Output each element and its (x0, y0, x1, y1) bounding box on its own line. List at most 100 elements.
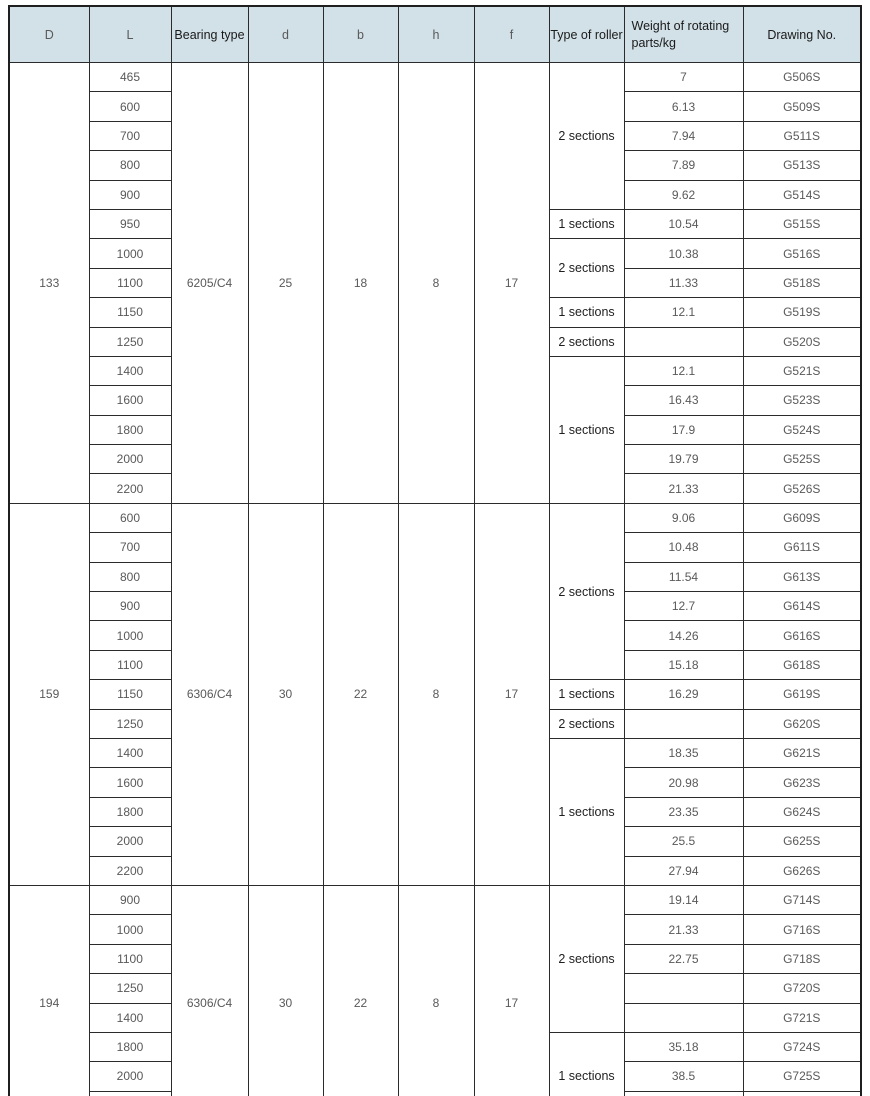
l-cell: 900 (88, 884, 172, 916)
header-cell-bearing-type: Bearing type (170, 5, 249, 63)
l-cell: 900 (88, 179, 172, 210)
weight-cell: 9.62 (623, 179, 744, 210)
drawing-no-cell: G525S (742, 444, 862, 475)
l-cell: 1000 (88, 914, 172, 945)
weight-cell: 7.94 (623, 120, 744, 152)
header-cell-weight: Weight of rotating parts/kg (623, 5, 744, 63)
header-cell-f: f (473, 5, 550, 63)
table-row: 1400 G721S (9, 1002, 862, 1033)
table-row: 1800 17.9 G524S (9, 414, 862, 446)
l-cell: 800 (88, 561, 172, 593)
b-cell: 22 (322, 884, 399, 1096)
l-cell: 1250 (88, 326, 172, 357)
drawing-no-cell: G523S (742, 385, 862, 416)
table-row: 194 900 6306/C4 30 22 8 17 2 sections 19… (8, 884, 862, 1096)
table-row: 1000 2 sections 10.38 G516S (9, 238, 862, 299)
weight-cell: 43 (623, 1090, 744, 1096)
l-cell: 2200 (88, 473, 172, 504)
weight-cell: 11.33 (623, 267, 744, 299)
drawing-no-cell: G506S (742, 61, 862, 93)
header-cell-type-of-roller: Type of roller (548, 5, 625, 63)
table-row: 1800 23.35 G624S (9, 796, 862, 828)
weight-cell: 15.18 (623, 649, 744, 681)
l-cell: 1150 (88, 679, 172, 710)
section-d194: 194 900 6306/C4 30 22 8 17 2 sections 19… (8, 884, 862, 1096)
roller-type-cell: 2 sections (548, 326, 625, 357)
l-cell: 1400 (88, 355, 172, 387)
section-d133: 133 465 6205/C4 25 18 8 17 2 sections 7 … (8, 61, 862, 504)
table-row: 1250 2 sections G520S (9, 326, 862, 357)
drawing-no-cell: G524S (742, 414, 862, 446)
d-value-cell: 194 (8, 884, 90, 1096)
d-cell: 30 (247, 884, 324, 1096)
weight-cell: 21.33 (623, 914, 744, 945)
weight-cell: 17.9 (623, 414, 744, 446)
weight-cell: 7 (623, 61, 744, 93)
weight-cell: 38.5 (623, 1061, 744, 1092)
roller-type-cell: 2 sections (548, 238, 625, 299)
l-cell: 465 (88, 61, 172, 93)
table-row: 1400 1 sections 18.35 G621S (9, 737, 862, 886)
l-cell: 1400 (88, 737, 172, 769)
drawing-no-cell: G514S (742, 179, 862, 210)
l-cell: 1100 (88, 649, 172, 681)
h-cell: 8 (397, 62, 475, 504)
table-row: 1400 1 sections 12.1 G521S (9, 355, 862, 504)
roller-type-cell: 1 sections (548, 679, 625, 710)
l-cell: 600 (88, 91, 172, 122)
drawing-no-cell: G624S (742, 796, 862, 828)
drawing-no-cell: G519S (742, 297, 862, 328)
drawing-no-cell: G718S (742, 943, 862, 975)
weight-cell (623, 708, 744, 739)
drawing-no-cell: G509S (742, 91, 862, 122)
table-row: 2000 38.5 G725S (9, 1061, 862, 1092)
weight-cell: 10.38 (623, 238, 744, 269)
drawing-no-cell: G620S (742, 708, 862, 739)
h-cell: 8 (397, 884, 475, 1096)
roller-type-cell: 1 sections (548, 297, 625, 328)
l-cell: 1800 (88, 1031, 172, 1063)
weight-cell: 18.35 (623, 737, 744, 769)
b-cell: 18 (322, 62, 399, 504)
drawing-no-cell: G619S (742, 679, 862, 710)
roller-type-cell: 1 sections (548, 737, 625, 886)
d-cell: 30 (247, 502, 324, 886)
l-cell: 1250 (88, 973, 172, 1004)
l-cell: 2000 (88, 826, 172, 857)
weight-cell: 14.26 (623, 620, 744, 651)
drawing-no-cell: G518S (742, 267, 862, 299)
drawing-no-cell: G623S (742, 767, 862, 798)
table-row: 159 600 6306/C4 30 22 8 17 2 sections 9.… (8, 502, 862, 886)
header-cell-L: L (88, 5, 172, 63)
header-row: D L Bearing type d b h f Type of roller … (8, 5, 862, 63)
table-row: 800 11.54 G613S (9, 561, 862, 593)
drawing-no-cell: G526S (742, 473, 862, 504)
l-cell: 1800 (88, 796, 172, 828)
roller-type-cell: 2 sections (548, 502, 625, 681)
header-cell-drawing-no: Drawing No. (742, 5, 862, 63)
drawing-no-cell: G516S (742, 238, 862, 269)
table-row: 900 12.7 G614S (9, 591, 862, 622)
weight-cell: 10.54 (623, 208, 744, 240)
weight-cell: 12.1 (623, 297, 744, 328)
drawing-no-cell: G626S (742, 855, 862, 886)
d-value-cell: 133 (8, 62, 90, 504)
drawing-no-cell: G725S (742, 1061, 862, 1092)
roller-type-cell: 2 sections (548, 708, 625, 739)
table-row: 600 6.13 G509S (9, 91, 862, 122)
weight-cell: 12.7 (623, 591, 744, 622)
bearing-type-cell: 6306/C4 (170, 884, 249, 1096)
weight-cell: 12.1 (623, 355, 744, 387)
weight-cell (623, 1002, 744, 1033)
weight-cell: 7.89 (623, 150, 744, 181)
drawing-no-cell: G521S (742, 355, 862, 387)
l-cell: 1000 (88, 238, 172, 269)
l-cell: 1400 (88, 1002, 172, 1033)
roller-type-cell: 1 sections (548, 355, 625, 504)
table-row: 900 9.62 G514S (9, 179, 862, 210)
l-cell: 1100 (88, 943, 172, 975)
table-row: 2200 43 G726S (9, 1090, 862, 1096)
weight-cell (623, 973, 744, 1004)
table-row: 2200 21.33 G526S (9, 473, 862, 504)
